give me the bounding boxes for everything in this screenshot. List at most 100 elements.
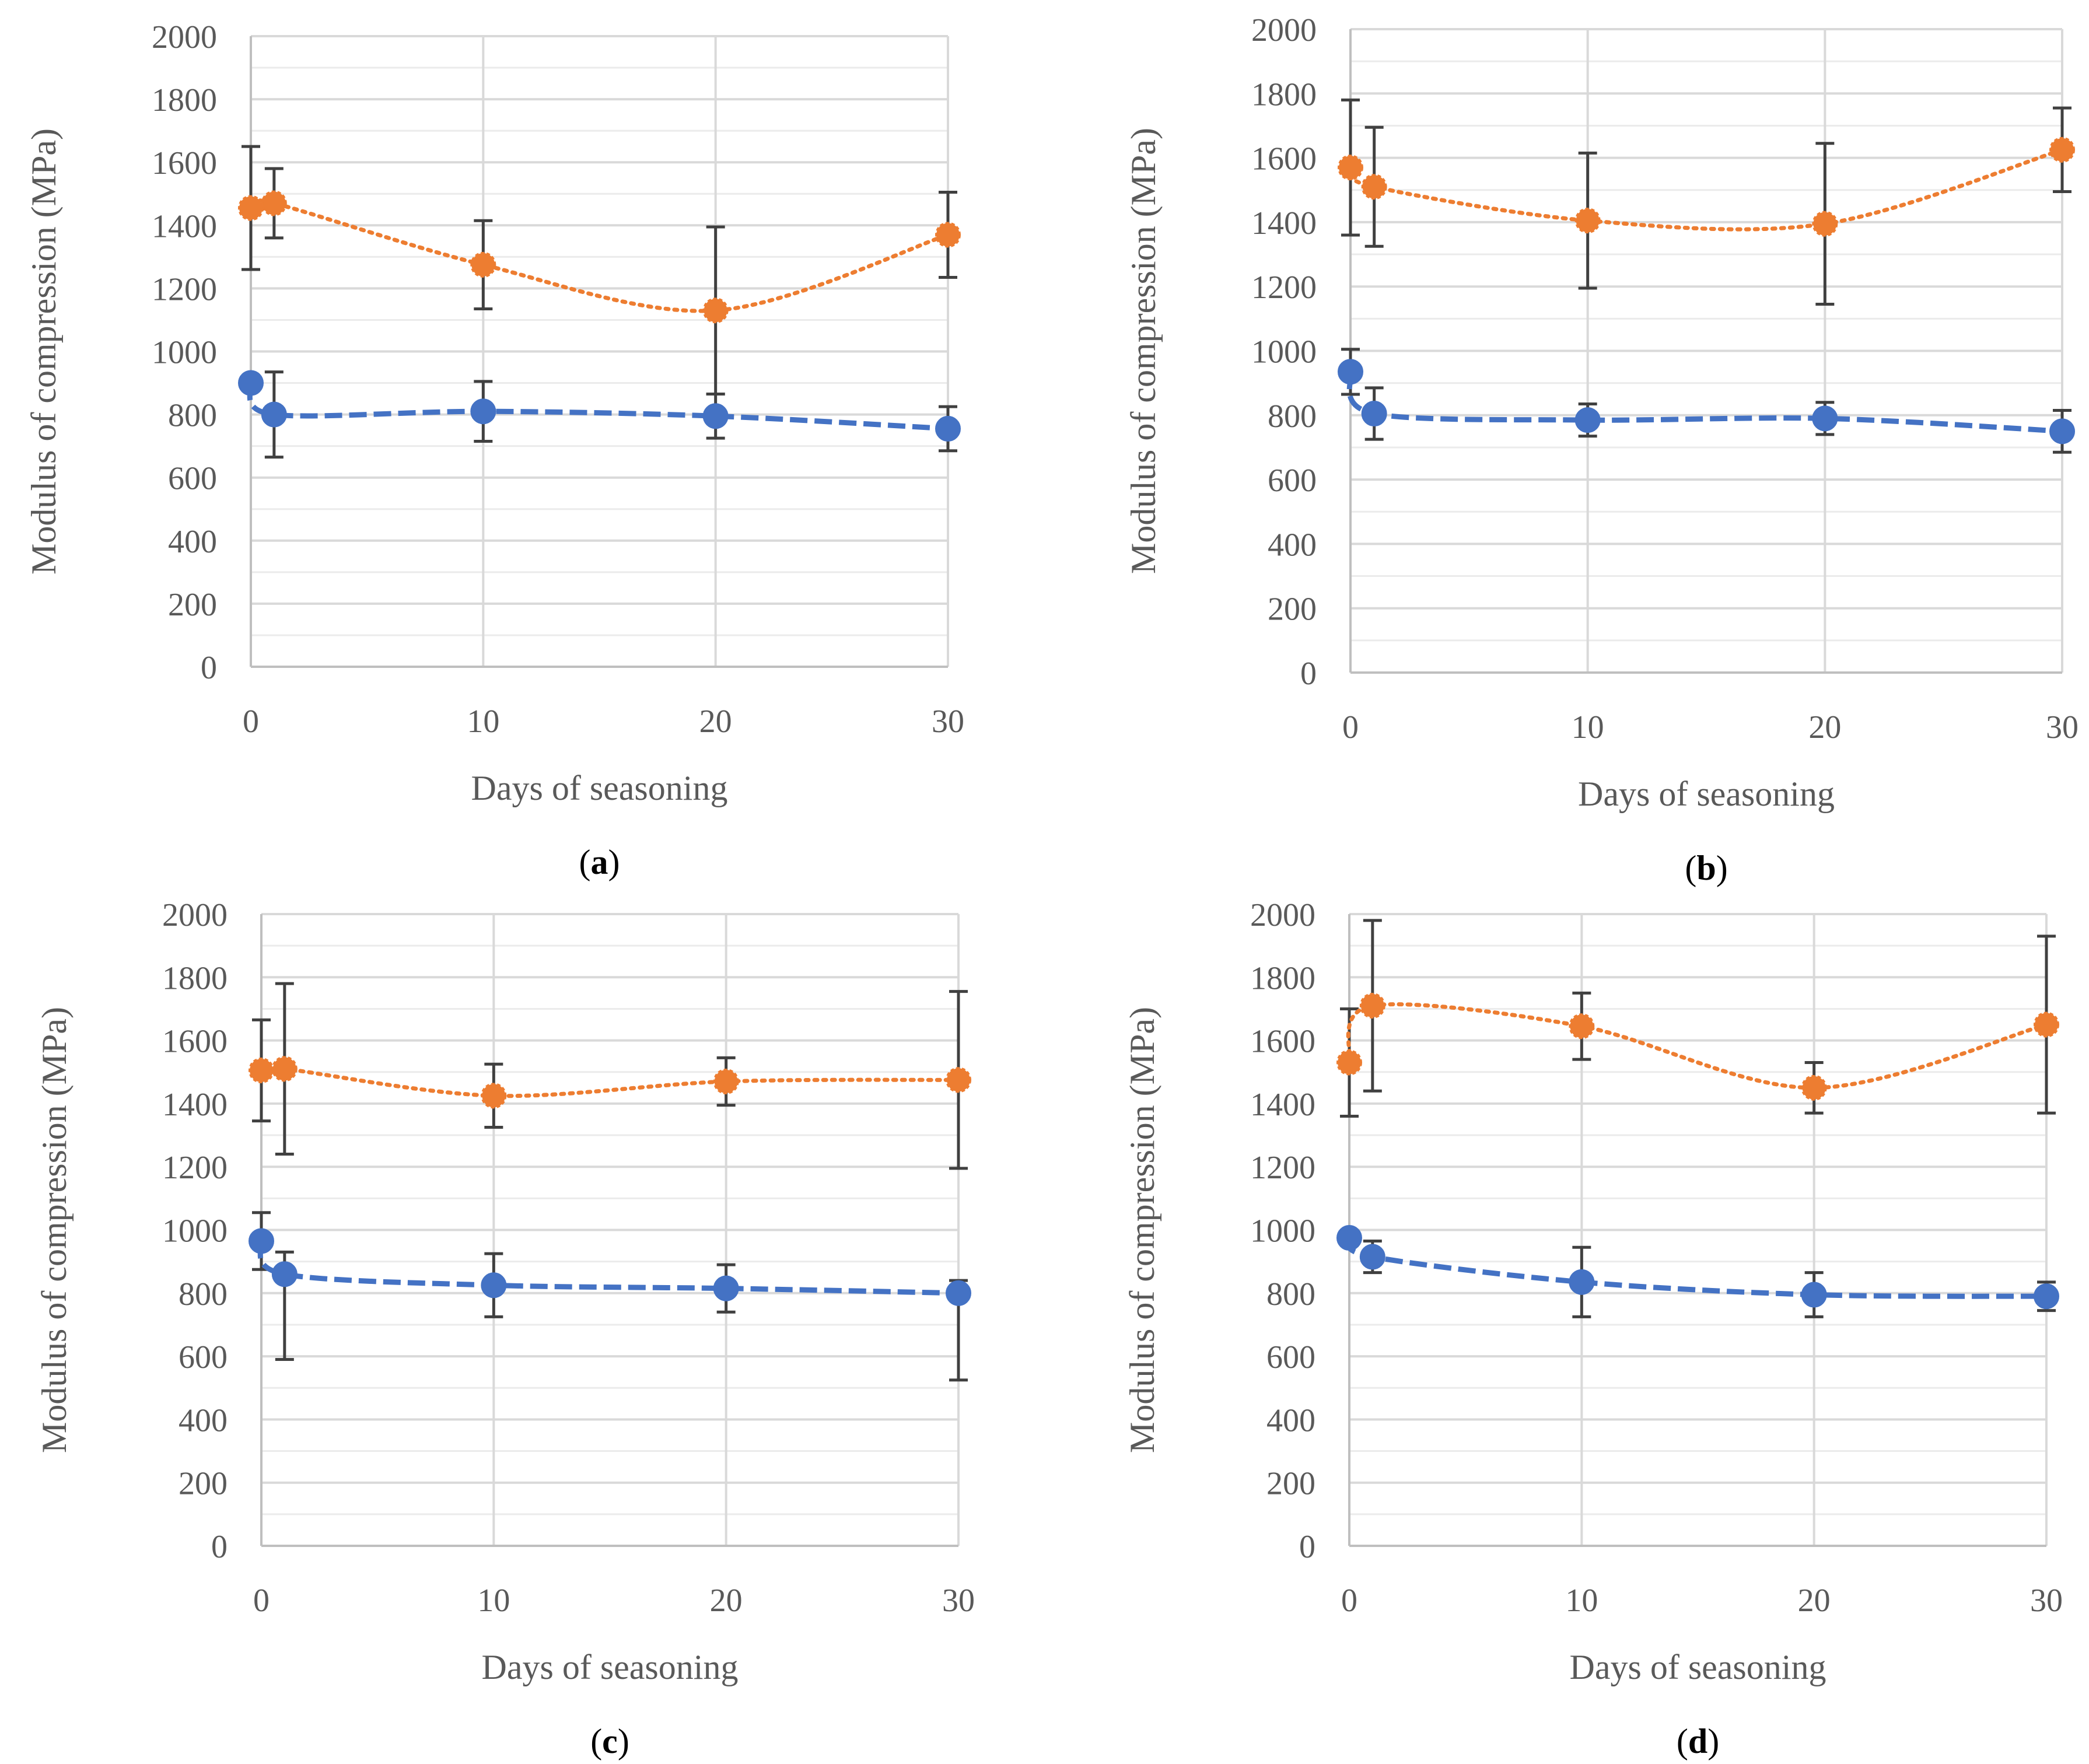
chart-c-series-2-point bbox=[713, 1068, 739, 1094]
chart-d-y-tick-label: 800 bbox=[1266, 1276, 1315, 1312]
chart-b-x-tick-label: 20 bbox=[1808, 709, 1841, 746]
chart-c-y-tick-label: 800 bbox=[179, 1276, 228, 1312]
chart-d-series-1-point bbox=[1801, 1282, 1827, 1308]
chart-a-caption-open: ( bbox=[579, 843, 591, 881]
chart-b-y-tick-label: 1200 bbox=[1251, 270, 1317, 306]
chart-d-y-axis-title: Modulus of compression (MPa) bbox=[1123, 1007, 1161, 1453]
chart-a-series-1-line bbox=[247, 381, 949, 432]
chart-c-y-tick-label: 600 bbox=[179, 1339, 228, 1376]
chart-c-y-tick-label: 1800 bbox=[162, 960, 228, 996]
chart-d-y-tick-label: 1000 bbox=[1250, 1213, 1315, 1250]
chart-b-svg: 0 200 400 600 800 1000 1200 1400 1600 1800 2000 0 10… bbox=[1124, 12, 2078, 887]
chart-c-y-tick-label: 1600 bbox=[162, 1024, 228, 1060]
chart-b-series-1-point bbox=[1574, 407, 1601, 433]
chart-a-series-1-point bbox=[261, 401, 287, 428]
chart-c-series-2-point bbox=[249, 1058, 274, 1084]
chart-c-gridlines bbox=[260, 913, 960, 1546]
chart-d-series-2-point bbox=[2034, 1012, 2059, 1038]
chart-d-caption-close: ) bbox=[1707, 1722, 1719, 1760]
chart-a-series-2-point bbox=[470, 251, 496, 278]
chart-d-y-tick-label: 200 bbox=[1266, 1466, 1315, 1502]
chart-a-x-axis-title: Days of seasoning bbox=[471, 769, 728, 807]
chart-a-x-tick-label: 30 bbox=[932, 704, 964, 740]
chart-a-y-tick-label: 1000 bbox=[152, 335, 217, 371]
chart-panel-a: 0 200 400 600 800 1000 1200 1400 1600 1800 2000 0 10… bbox=[0, 0, 1044, 882]
chart-a-series-1-point bbox=[935, 415, 961, 442]
chart-b-y-tick-label: 1000 bbox=[1251, 334, 1317, 370]
chart-d-y-tick-label: 1800 bbox=[1250, 960, 1315, 996]
chart-c-series-2-point bbox=[271, 1056, 298, 1082]
chart-b-series-1-point bbox=[1361, 401, 1387, 427]
chart-a-series-1-point bbox=[470, 398, 496, 425]
chart-d-caption-letter: d bbox=[1688, 1722, 1707, 1760]
chart-b-caption-close: ) bbox=[1716, 849, 1728, 887]
chart-d-y-tick-label: 600 bbox=[1266, 1339, 1315, 1376]
chart-d-series-2-point bbox=[1569, 1013, 1595, 1040]
chart-b-y-tick-label: 200 bbox=[1268, 592, 1317, 628]
chart-b-x-tick-label: 30 bbox=[2046, 709, 2078, 746]
chart-d-series-1-point bbox=[1569, 1269, 1595, 1295]
chart-b-series-1-point bbox=[1812, 405, 1838, 432]
chart-d-series-2-point bbox=[1801, 1074, 1827, 1101]
chart-b-y-tick-label: 1800 bbox=[1251, 76, 1317, 113]
chart-c-x-tick-label: 30 bbox=[942, 1583, 975, 1619]
chart-d-series-1-point bbox=[2034, 1283, 2059, 1310]
chart-a-y-tick-label: 400 bbox=[168, 524, 217, 560]
chart-b-series-2-point bbox=[1361, 174, 1387, 200]
chart-d-gridlines bbox=[1348, 913, 2048, 1546]
chart-d-x-tick-label: 30 bbox=[2030, 1583, 2063, 1619]
chart-a-y-tick-label: 600 bbox=[168, 461, 217, 497]
chart-b-series-1-point bbox=[1338, 359, 1363, 385]
chart-c-y-tick-label: 400 bbox=[179, 1402, 228, 1438]
chart-b-y-axis-title: Modulus of compression (MPa) bbox=[1124, 128, 1163, 574]
chart-d-x-tick-label: 10 bbox=[1565, 1583, 1598, 1619]
chart-c-series-2-point bbox=[481, 1083, 507, 1109]
chart-a-caption: (a) bbox=[579, 843, 620, 881]
chart-a-y-tick-label: 800 bbox=[168, 398, 217, 434]
chart-d-caption-open: ( bbox=[1677, 1722, 1688, 1760]
chart-c-y-tick-label: 1400 bbox=[162, 1087, 228, 1123]
chart-c-series-1-point bbox=[271, 1261, 298, 1287]
chart-b-series-2-point bbox=[1812, 211, 1838, 237]
chart-b-y-tick-label: 400 bbox=[1268, 527, 1317, 563]
chart-b-caption-letter: b bbox=[1696, 849, 1716, 887]
chart-a-y-axis-title: Modulus of compression (MPa) bbox=[25, 128, 63, 575]
chart-a-y-tick-label: 2000 bbox=[152, 19, 217, 55]
chart-d-x-axis-title: Days of seasoning bbox=[1570, 1648, 1826, 1686]
chart-c-y-tick-label: 2000 bbox=[162, 897, 228, 933]
chart-d-y-tick-label: 1600 bbox=[1250, 1024, 1315, 1060]
chart-a-series-2-point bbox=[238, 195, 264, 221]
chart-d-y-tick-label: 0 bbox=[1299, 1529, 1315, 1565]
chart-c-x-tick-label: 10 bbox=[477, 1583, 510, 1619]
chart-c-series-1-point bbox=[713, 1275, 739, 1301]
chart-b-y-tick-label: 2000 bbox=[1251, 12, 1317, 48]
chart-a-gridlines bbox=[250, 35, 949, 667]
chart-c-series-2 bbox=[249, 982, 971, 1170]
chart-c-series-1 bbox=[249, 1211, 971, 1382]
chart-a-series-1-point bbox=[238, 370, 264, 396]
chart-a-y-tick-label: 1200 bbox=[152, 271, 217, 307]
chart-panel-b: 0 200 400 600 800 1000 1200 1400 1600 1800 2000 0 10… bbox=[1044, 0, 2088, 887]
chart-c-y-tick-label: 1000 bbox=[162, 1213, 228, 1250]
chart-c-y-tick-label: 1200 bbox=[162, 1150, 228, 1186]
chart-panel-c: 0 200 400 600 800 1000 1200 1400 1600 1800 2000 0 10… bbox=[0, 882, 1044, 1764]
chart-d-y-tick-label: 400 bbox=[1266, 1402, 1315, 1438]
chart-c-y-tick-label: 200 bbox=[179, 1466, 228, 1502]
chart-d-x-tick-label: 0 bbox=[1341, 1583, 1357, 1619]
chart-c-series-1-point bbox=[481, 1272, 507, 1298]
chart-d-series-2-point bbox=[1336, 1049, 1362, 1076]
chart-a-y-tick-label: 200 bbox=[168, 587, 217, 623]
chart-c-y-tick-label: 0 bbox=[211, 1529, 228, 1565]
chart-c-caption-open: ( bbox=[590, 1722, 602, 1760]
chart-d-series-1-point bbox=[1336, 1225, 1362, 1251]
chart-b-y-tick-label: 800 bbox=[1268, 398, 1317, 435]
chart-c-y-axis-title: Modulus of compression (MPa) bbox=[35, 1007, 74, 1453]
chart-d-y-tick-label: 1400 bbox=[1250, 1087, 1315, 1123]
chart-a-svg: 0 200 400 600 800 1000 1200 1400 1600 1800 2000 0 10… bbox=[25, 19, 964, 881]
chart-d-caption: (d) bbox=[1677, 1722, 1719, 1760]
chart-a-series-1-point bbox=[702, 403, 729, 429]
chart-c-series-2-point bbox=[946, 1067, 971, 1093]
chart-b-series-1-point bbox=[2049, 418, 2075, 444]
chart-b-series-1-line bbox=[1346, 370, 2063, 434]
chart-a-y-tick-label: 1400 bbox=[152, 208, 217, 244]
